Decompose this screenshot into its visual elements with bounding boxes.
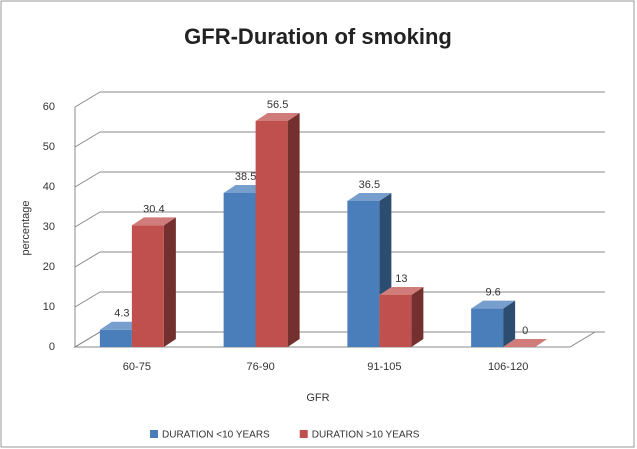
- bar-top: [255, 113, 300, 121]
- chart-title: GFR-Duration of smoking: [184, 24, 452, 49]
- bar: [255, 121, 288, 347]
- bar: [99, 329, 132, 347]
- data-label: 36.5: [359, 179, 380, 191]
- bar: [379, 295, 412, 347]
- bar-side: [163, 217, 176, 347]
- bar-side: [411, 287, 424, 347]
- grid-line-side: [74, 331, 101, 348]
- y-tick-label: 0: [49, 341, 55, 353]
- y-tick-label: 30: [43, 221, 55, 233]
- x-tick-label: 106-120: [488, 361, 528, 373]
- data-label: 9.6: [485, 287, 500, 299]
- x-tick-label: 60-75: [123, 361, 151, 373]
- bar-side: [503, 300, 516, 347]
- grid-line-side: [74, 251, 101, 268]
- data-label: 38.5: [235, 171, 256, 183]
- legend-swatch: [299, 430, 308, 438]
- x-axis-label: GFR: [306, 392, 329, 404]
- bar-top: [347, 193, 392, 201]
- y-axis-label: percentage: [20, 200, 32, 255]
- grid-line-side: [74, 291, 101, 308]
- legend-swatch: [150, 430, 158, 438]
- bar-side: [287, 113, 300, 347]
- bar: [223, 193, 256, 347]
- data-label: 56.5: [267, 99, 288, 111]
- bar: [131, 225, 164, 347]
- grid-line-side: [74, 131, 101, 148]
- legend-label: DURATION >10 YEARS: [312, 430, 420, 441]
- bar-top: [131, 217, 176, 226]
- x-tick-label: 91-105: [367, 361, 401, 373]
- bar-top: [503, 339, 548, 347]
- grid-line-side: [74, 211, 101, 228]
- data-label: 4.3: [114, 308, 129, 320]
- bar: [471, 308, 504, 347]
- y-tick-label: 10: [43, 301, 55, 313]
- y-tick-label: 20: [43, 261, 55, 273]
- grid-line-side: [74, 171, 101, 188]
- grid-line-side: [74, 91, 101, 108]
- y-tick-label: 40: [43, 181, 55, 193]
- data-label: 0: [522, 325, 528, 337]
- bar: [347, 201, 380, 347]
- x-tick-label: 76-90: [247, 361, 275, 373]
- data-label: 13: [395, 273, 407, 285]
- legend-label: DURATION <10 YEARS: [162, 430, 270, 441]
- y-tick-label: 60: [43, 101, 55, 113]
- bar-top: [379, 287, 424, 295]
- y-tick-label: 50: [43, 141, 55, 153]
- data-label: 30.4: [143, 203, 164, 215]
- bar-top: [471, 300, 516, 309]
